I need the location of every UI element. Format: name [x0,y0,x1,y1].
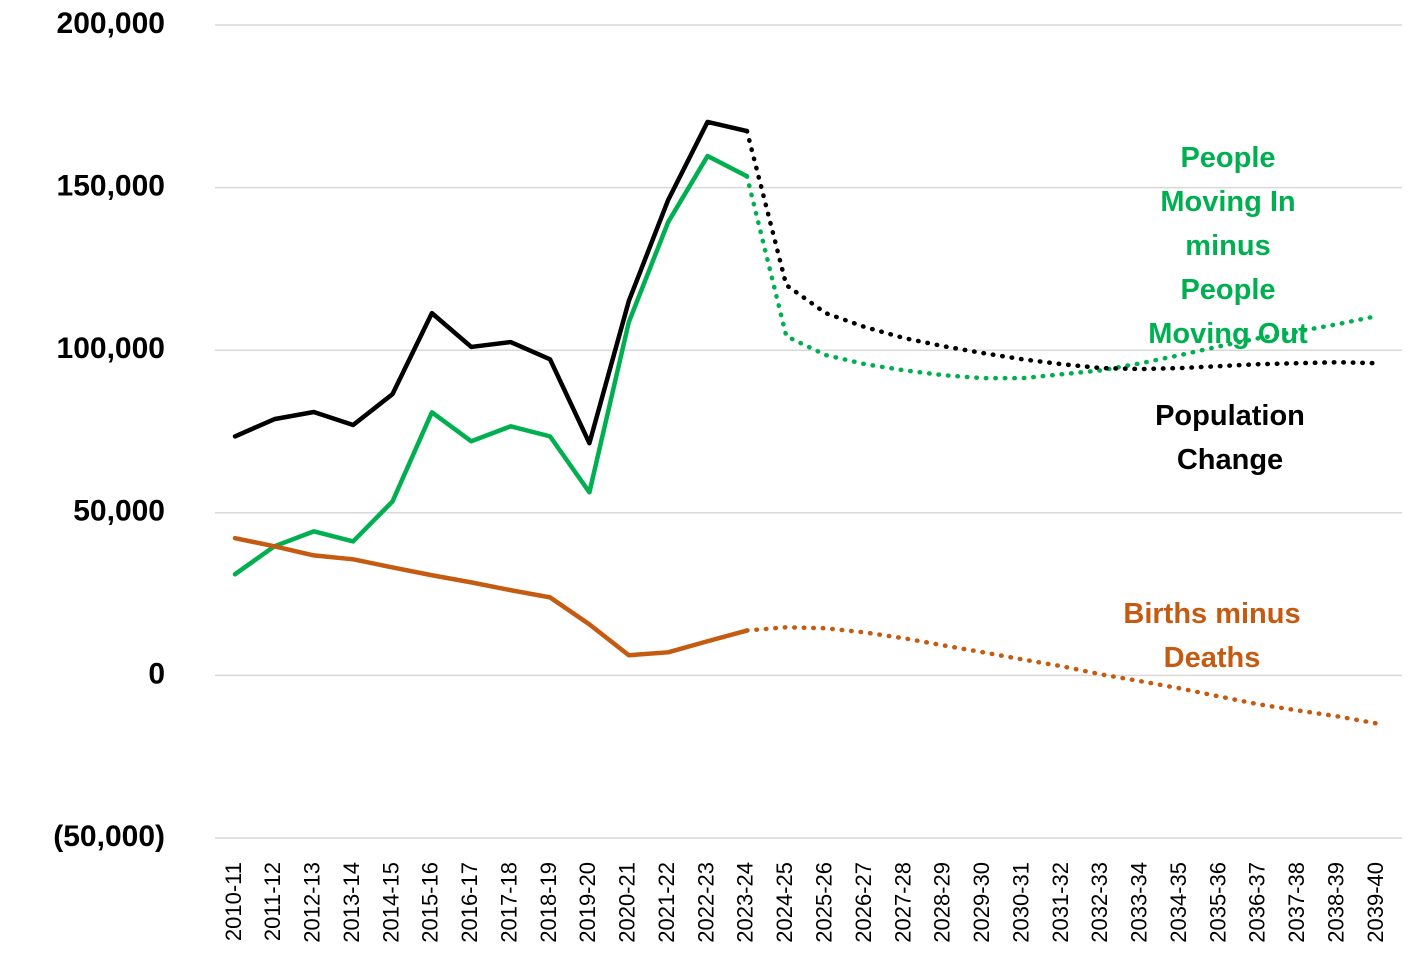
line [232,119,750,446]
x-tick-label: 2026-27 [851,862,876,943]
x-tick-label: 2014-15 [378,862,403,943]
y-tick-label: 150,000 [57,170,165,203]
x-tick-label: 2031-32 [1048,862,1073,943]
y-tick-label: 200,000 [57,7,165,40]
y-tick-label: 100,000 [57,332,165,365]
series-label: Births minus Deaths [1123,598,1301,674]
x-tick-label: 2036-37 [1245,862,1270,943]
x-tick-label: 2013-14 [339,862,364,943]
y-tick-label: 50,000 [73,495,165,528]
x-tick-label: 2032-33 [1087,862,1112,943]
y-tick-label: (50,000) [53,820,165,853]
x-tick-label: 2012-13 [300,862,325,943]
x-tick-label: 2024-25 [772,862,797,943]
x-tick-label: 2035-36 [1205,862,1230,943]
x-tick-label: 2017-18 [496,862,521,943]
x-tick-label: 2023-24 [733,862,758,943]
x-tick-label: 2034-35 [1166,862,1191,943]
x-tick-label: 2025-26 [812,862,837,943]
x-tick-label: 2022-23 [693,862,718,943]
x-tick-label: 2028-29 [930,862,955,943]
x-tick-label: 2039-40 [1363,862,1388,943]
forecast-line [744,625,1380,726]
x-tick-label: 2038-39 [1323,862,1348,943]
x-tick-label: 2030-31 [1008,862,1033,943]
x-tick-label: 2010-11 [221,862,246,941]
x-tick-label: 2019-20 [575,862,600,943]
x-tick-label: 2011-12 [260,862,285,941]
x-tick-label: 2033-34 [1127,862,1152,943]
y-tick-label: 0 [148,657,165,690]
series-label: Population Change [1155,400,1305,476]
series-label: People Moving In minus People Moving Out [1148,142,1308,350]
forecast-line [744,128,1380,372]
line [232,153,750,577]
x-tick-label: 2018-19 [536,862,561,943]
x-tick-label: 2021-22 [654,862,679,943]
forecast-line [744,173,1380,381]
x-tick-label: 2016-17 [457,862,482,943]
x-tick-label: 2015-16 [418,862,443,943]
line [232,535,750,658]
x-tick-label: 2020-21 [615,862,640,943]
x-tick-label: 2029-30 [969,862,994,943]
x-tick-label: 2027-28 [890,862,915,943]
x-tick-label: 2037-38 [1284,862,1309,943]
